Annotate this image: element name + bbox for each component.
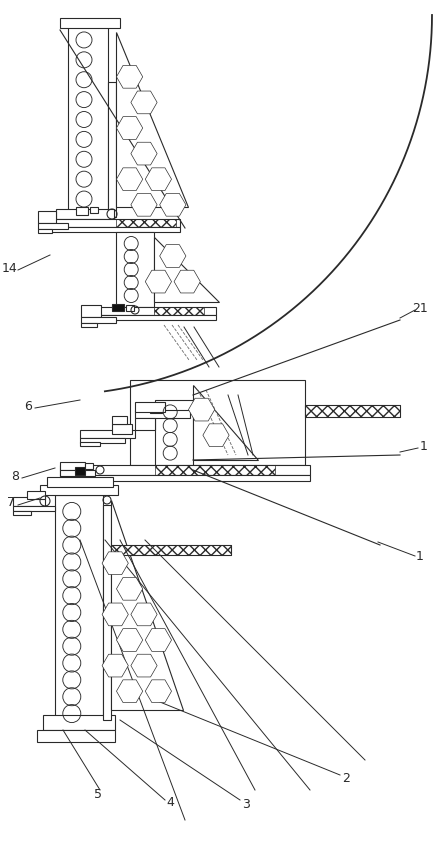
Bar xyxy=(60,465,310,475)
Polygon shape xyxy=(154,237,219,302)
Bar xyxy=(154,307,204,315)
Bar xyxy=(112,424,132,434)
Bar xyxy=(112,304,124,311)
Bar xyxy=(38,211,56,223)
Bar xyxy=(305,405,400,417)
Bar xyxy=(13,511,31,515)
Bar xyxy=(37,730,115,742)
Bar xyxy=(68,22,108,217)
Bar xyxy=(155,465,275,475)
Polygon shape xyxy=(193,385,258,460)
Bar xyxy=(80,430,135,438)
Text: 8: 8 xyxy=(11,469,19,482)
Bar xyxy=(111,545,231,555)
Bar xyxy=(135,410,190,418)
Bar xyxy=(56,209,114,219)
Bar xyxy=(85,463,93,469)
Bar xyxy=(116,232,154,307)
Bar xyxy=(60,475,310,481)
Bar xyxy=(27,491,45,499)
Bar xyxy=(81,317,116,323)
Bar xyxy=(50,227,180,232)
Bar xyxy=(150,408,162,413)
Bar xyxy=(108,82,116,217)
Bar xyxy=(135,402,165,412)
Bar xyxy=(112,416,127,424)
Bar xyxy=(80,442,100,446)
Bar xyxy=(130,380,305,465)
Bar xyxy=(155,400,193,465)
Polygon shape xyxy=(111,500,183,710)
Bar xyxy=(55,495,103,730)
Bar xyxy=(111,545,231,555)
Bar xyxy=(47,477,113,487)
Bar xyxy=(38,223,68,229)
Text: 3: 3 xyxy=(242,798,250,811)
Bar xyxy=(13,506,55,511)
Bar xyxy=(75,467,85,475)
Text: 5: 5 xyxy=(94,789,102,802)
Bar xyxy=(98,307,216,315)
Bar xyxy=(81,305,101,317)
Text: 1: 1 xyxy=(420,440,428,453)
Bar xyxy=(43,715,115,730)
Text: 4: 4 xyxy=(166,797,174,810)
Bar xyxy=(103,505,111,720)
Text: 7: 7 xyxy=(7,496,15,509)
Polygon shape xyxy=(116,32,188,207)
Text: 1: 1 xyxy=(416,550,424,563)
Text: 21: 21 xyxy=(412,301,428,314)
Text: 2: 2 xyxy=(342,772,350,785)
Bar xyxy=(135,418,155,430)
Text: 14: 14 xyxy=(2,262,18,275)
Bar xyxy=(90,207,98,213)
Bar xyxy=(60,462,85,470)
Bar xyxy=(98,315,216,320)
Bar xyxy=(76,207,88,215)
Bar xyxy=(81,323,97,327)
Bar xyxy=(40,485,118,495)
Bar xyxy=(305,405,400,417)
Bar xyxy=(80,438,125,443)
Bar xyxy=(126,305,134,311)
Text: 6: 6 xyxy=(24,399,32,412)
Bar xyxy=(60,470,95,476)
Bar xyxy=(38,229,52,233)
Bar xyxy=(50,219,180,227)
Bar xyxy=(116,219,176,227)
Bar xyxy=(13,497,45,506)
Bar xyxy=(60,18,120,28)
